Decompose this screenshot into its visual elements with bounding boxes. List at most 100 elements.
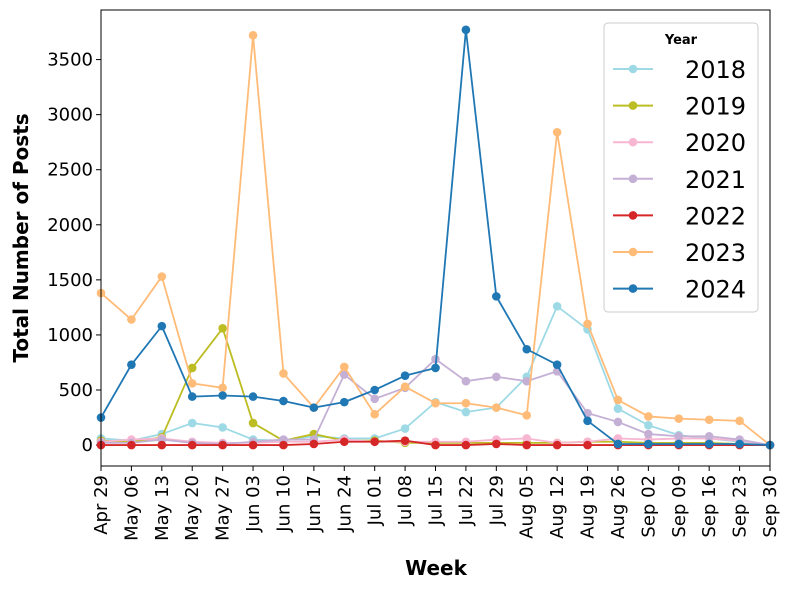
legend-label: 2024 xyxy=(685,276,746,304)
y-tick-label: 500 xyxy=(59,380,93,401)
data-point xyxy=(218,383,227,393)
legend-swatch-marker xyxy=(628,211,638,220)
y-axis: 0 500 1000 1500 2000 2500 3000 3500 xyxy=(47,50,101,456)
data-point xyxy=(674,439,684,449)
legend-label: 2020 xyxy=(685,129,746,157)
data-point xyxy=(431,363,440,373)
x-tick-label: Sep 16 xyxy=(699,475,720,538)
data-point xyxy=(431,398,440,408)
legend: Year 2018 2019 2020 2021 2022 2023 2024 xyxy=(603,22,759,313)
data-point xyxy=(583,440,592,450)
data-point xyxy=(187,379,197,388)
x-tick-label: May 27 xyxy=(213,475,234,541)
legend-items: 2018 2019 2020 2021 2022 2023 2024 xyxy=(613,56,746,304)
x-tick-label: Jun 03 xyxy=(243,475,264,533)
legend-swatch-marker xyxy=(628,101,638,110)
x-tick-label: Jun 10 xyxy=(273,475,294,533)
legend-label: 2021 xyxy=(685,166,746,194)
x-tick-label: Aug 12 xyxy=(547,475,568,539)
legend-label: 2022 xyxy=(685,202,746,230)
data-point xyxy=(248,31,258,40)
x-tick-label: Jul 01 xyxy=(365,475,386,526)
x-tick-label: Apr 29 xyxy=(91,475,112,535)
y-tick-label: 1000 xyxy=(47,325,93,346)
data-point xyxy=(583,416,592,426)
data-point xyxy=(613,395,623,405)
data-point xyxy=(127,440,136,450)
data-point xyxy=(400,382,410,391)
series-2023 xyxy=(96,31,775,450)
legend-item-2023: 2023 xyxy=(613,239,746,267)
data-point xyxy=(613,417,623,427)
data-point xyxy=(127,360,136,369)
y-tick-label: 2500 xyxy=(47,160,93,181)
data-point xyxy=(674,414,684,423)
x-tick-label: Sep 30 xyxy=(760,475,781,538)
data-point xyxy=(187,440,197,450)
data-point xyxy=(187,418,197,428)
data-point xyxy=(400,424,410,433)
data-point xyxy=(704,439,714,449)
data-point xyxy=(157,440,167,450)
data-point xyxy=(492,439,501,449)
axes-border xyxy=(100,9,771,467)
data-point xyxy=(461,407,471,417)
data-point xyxy=(674,431,684,441)
data-point xyxy=(704,415,714,425)
data-point xyxy=(339,362,349,372)
x-tick-label: Jul 29 xyxy=(486,475,507,526)
legend-item-2018: 2018 xyxy=(613,56,746,84)
data-point xyxy=(583,319,592,329)
x-tick-label: May 13 xyxy=(152,475,173,541)
data-point xyxy=(339,437,349,447)
data-point xyxy=(279,396,288,406)
data-point xyxy=(552,127,562,137)
data-point xyxy=(522,344,532,354)
data-point xyxy=(187,363,197,373)
legend-swatch-marker xyxy=(628,247,638,257)
data-point xyxy=(522,440,532,450)
x-tick-label: Jun 24 xyxy=(334,475,355,533)
data-point xyxy=(218,391,227,400)
x-tick-label: Aug 19 xyxy=(578,475,599,539)
y-tick-label: 1500 xyxy=(47,270,93,291)
x-tick-label: Sep 02 xyxy=(638,475,659,538)
y-tick-label: 3500 xyxy=(47,50,93,71)
data-point xyxy=(492,292,501,301)
legend-item-2020: 2020 xyxy=(613,129,746,157)
data-point xyxy=(218,440,227,450)
legend-swatch-marker xyxy=(628,284,638,293)
data-point xyxy=(613,439,623,449)
x-tick-label: Sep 23 xyxy=(730,475,751,538)
x-tick-label: Sep 09 xyxy=(669,475,690,538)
legend-swatch-marker xyxy=(628,64,638,74)
data-point xyxy=(492,372,501,382)
x-tick-label: Jul 08 xyxy=(395,475,416,526)
data-point xyxy=(552,360,562,369)
data-point xyxy=(339,370,349,379)
data-point xyxy=(370,409,379,419)
data-point xyxy=(552,440,562,450)
data-point xyxy=(127,315,136,324)
data-point xyxy=(613,404,623,414)
data-point xyxy=(157,272,167,281)
data-point xyxy=(644,429,653,439)
data-point xyxy=(552,301,562,311)
data-point xyxy=(522,376,532,386)
data-point xyxy=(522,434,532,443)
legend-item-2019: 2019 xyxy=(613,93,746,121)
data-point xyxy=(644,439,653,449)
data-point xyxy=(157,321,167,331)
data-point xyxy=(400,436,410,445)
data-point xyxy=(279,369,288,378)
legend-label: 2019 xyxy=(685,93,746,121)
x-tick-label: Jul 15 xyxy=(426,475,447,526)
y-tick-label: 2000 xyxy=(47,215,93,236)
data-point xyxy=(522,411,532,420)
x-tick-label: Jul 22 xyxy=(456,475,477,526)
data-point xyxy=(461,25,471,35)
data-point xyxy=(370,437,379,447)
data-point xyxy=(461,376,471,386)
x-tick-label: Aug 26 xyxy=(608,475,629,539)
